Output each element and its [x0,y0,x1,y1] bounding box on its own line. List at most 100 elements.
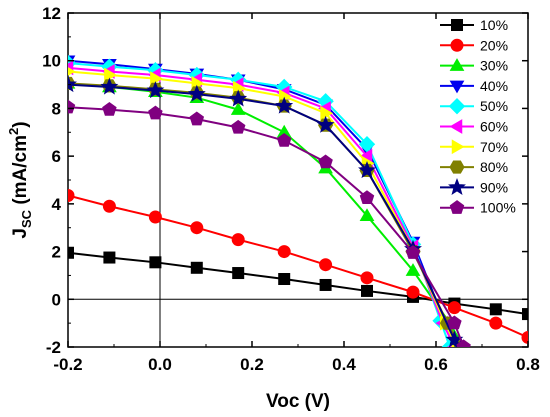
x-axis: -0.2 0.0 0.2 0.4 0.6 0.8 [53,13,540,374]
data-point [320,105,334,121]
series-60-pct [68,60,460,347]
legend-marker [449,80,465,94]
legend-entry: 100% [440,200,516,216]
data-point [150,71,163,86]
y-axis-title-main: J [10,228,31,239]
data-point [489,316,503,330]
data-point [187,84,206,102]
y-axis-title-unit: (mA/cm [10,135,31,210]
data-point [102,102,117,116]
legend-marker [451,19,463,31]
series-line [68,83,463,347]
legend: 10% 20% 30% 40% 50% 60% 70% 80% 90% 100% [440,17,516,216]
data-point [489,303,502,316]
data-point [146,81,165,99]
data-point [277,245,291,259]
series-20-pct [68,189,528,344]
data-point [278,273,291,286]
legend-entry: 60% [440,119,508,135]
data-point [456,339,471,347]
data-point [359,208,375,222]
data-point [447,301,461,315]
series-line [68,82,465,347]
y-axis: -2 0 2 4 6 8 10 12 [42,4,528,357]
data-point [276,133,292,147]
y-axis-title-subscript: SC [19,209,34,228]
legend-entry: 30% [440,58,508,74]
y-tick-label: 12 [42,4,61,23]
data-point [102,199,116,213]
data-point [316,115,335,133]
x-tick-label: 0.0 [148,355,172,374]
legend-marker [449,160,465,174]
legend-label: 50% [480,98,508,114]
legend-label: 70% [480,139,508,155]
x-tick-label: -0.2 [53,355,82,374]
y-tick-label: 6 [52,147,61,166]
data-point [100,77,119,95]
legend-marker [449,58,465,71]
plot-area [67,12,529,348]
data-point [230,119,246,134]
series-90-pct [68,75,471,347]
data-point [360,271,374,285]
legend-label: 20% [480,37,508,53]
y-axis-title-close: ) [10,121,31,127]
x-tick-label: 0.2 [240,355,264,374]
data-point [104,67,117,83]
data-point [149,256,162,269]
legend-label: 30% [480,58,508,74]
x-tick-label: 0.6 [424,355,448,374]
series-line [68,251,528,316]
data-point [232,267,245,280]
series-line [68,194,528,339]
data-point [231,233,245,247]
legend-entry: 90% [440,177,508,196]
legend-marker [449,119,463,134]
legend-label: 40% [480,78,508,94]
data-point [103,251,116,264]
y-tick-label: 4 [52,195,62,214]
series-10-pct [68,246,528,321]
data-point [68,75,77,93]
legend-marker [449,200,465,214]
data-point [275,96,294,114]
legend-label: 60% [480,119,508,135]
legend-marker [448,97,466,115]
legend-entry: 80% [440,159,508,175]
series-30-pct [68,75,468,347]
data-point [521,330,528,344]
data-point [229,89,248,107]
data-point [447,315,462,330]
data-point [406,285,420,299]
legend-label: 10% [480,17,508,33]
y-tick-label: -2 [46,338,61,357]
legend-entry: 20% [440,37,508,53]
data-point [405,245,421,259]
x-tick-label: 0.4 [332,355,356,374]
data-point [230,102,246,115]
y-tick-label: 10 [42,52,61,71]
data-point [358,136,376,153]
series-80-pct [68,76,469,347]
x-axis-title: Voc (V) [266,391,330,412]
data-point [405,263,421,276]
data-point [148,105,163,120]
y-axis-title-exponent: 2 [6,128,21,135]
y-tick-label: 0 [52,290,61,309]
legend-label: 100% [480,200,516,216]
y-tick-label: 8 [52,99,61,118]
data-point [190,261,203,274]
data-point [190,221,204,235]
legend-marker [448,177,466,196]
data-point [68,99,76,114]
data-point [189,111,205,126]
data-point [68,189,75,203]
data-point [522,308,528,321]
legend-entry: 70% [440,139,508,155]
data-point [148,210,162,224]
legend-entry: 40% [440,78,508,94]
data-point [319,278,332,291]
y-axis-title: JSC (mA/cm2) [6,121,34,238]
